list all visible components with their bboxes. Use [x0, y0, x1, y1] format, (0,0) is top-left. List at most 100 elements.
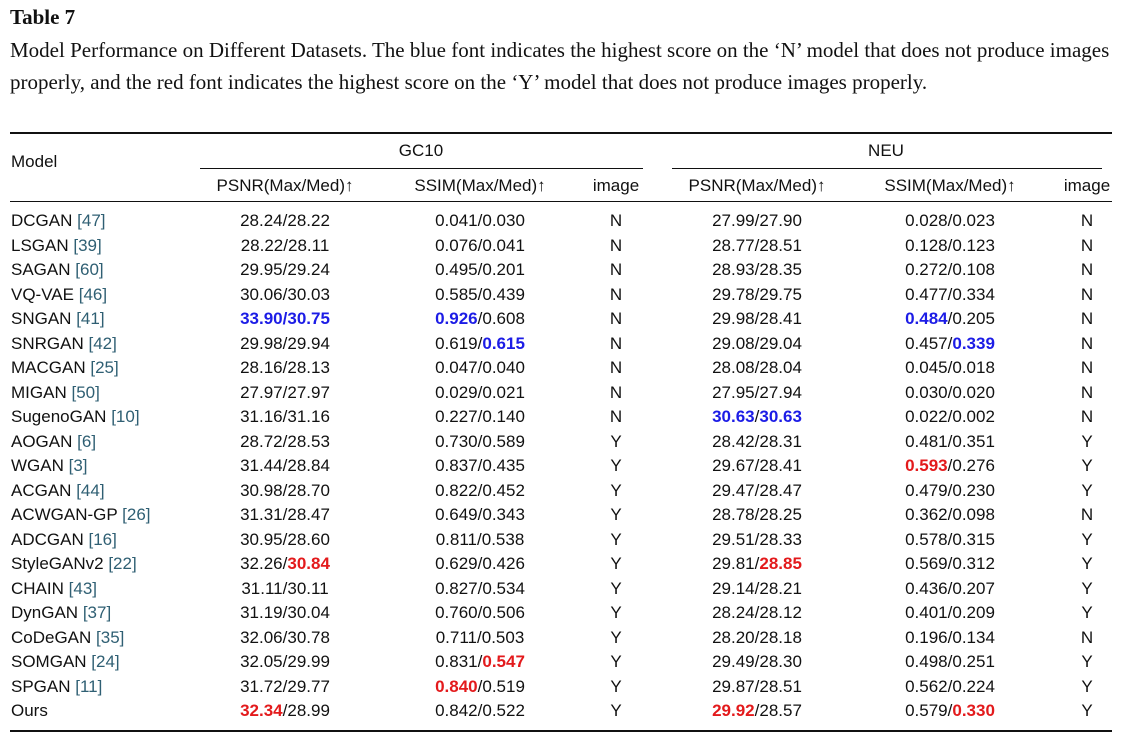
cell: N: [1081, 236, 1093, 256]
model-name: StyleGANv2: [11, 554, 104, 573]
model-name: CHAIN: [11, 578, 64, 598]
cell-text: /: [282, 431, 288, 451]
cell: 0.362/0.098: [905, 505, 995, 525]
cell-text: 0.251: [952, 652, 995, 671]
model-name: Ours: [11, 701, 48, 720]
cell-text: 28.22: [287, 211, 330, 230]
highlight-text: 0.615: [482, 333, 525, 353]
cell-text: /: [477, 701, 483, 720]
cell-text: 0.362: [905, 505, 948, 524]
cell-text: N: [609, 211, 623, 230]
cell-text: 29.47: [712, 480, 755, 500]
cell-text: 0.030: [905, 382, 948, 402]
cell-text: 27.99: [712, 211, 755, 230]
cell: 29.98/29.94: [240, 334, 330, 354]
cell-text: /: [477, 407, 483, 426]
cell: N: [610, 309, 622, 329]
cell-text: /: [477, 627, 482, 647]
cell-text: 28.08: [712, 358, 755, 377]
highlight-text: 29.92: [712, 701, 755, 720]
model-cell: SPGAN [11]: [11, 677, 102, 697]
reference: [26]: [122, 505, 151, 524]
cell-text: 0.022: [905, 407, 948, 426]
cell-text: /: [754, 407, 760, 426]
cell: N: [1081, 334, 1093, 354]
cell-text: 27.97: [287, 382, 330, 402]
cell-text: 29.95: [240, 260, 283, 279]
cell-text: 0.730: [435, 431, 478, 451]
cell-text: /: [754, 431, 760, 451]
cell: 30.63/30.63: [712, 407, 802, 427]
cell-text: /: [477, 382, 483, 402]
cell-text: 28.51: [759, 676, 802, 696]
column-header: PSNR(Max/Med)↑: [216, 176, 354, 195]
highlight-text: 0.926: [435, 309, 478, 328]
cell-text: 27.94: [759, 382, 802, 402]
cell-text: 0.224: [952, 676, 995, 696]
cell: N: [610, 285, 622, 305]
cell-text: 28.72: [240, 431, 283, 451]
cell: 0.436/0.207: [905, 579, 995, 599]
cell-text: 0.436: [905, 578, 948, 598]
cell-text: Y: [1081, 431, 1093, 451]
cell-text: /: [282, 554, 288, 573]
cell-text: 0.041: [435, 211, 478, 230]
cell: Y: [1081, 579, 1092, 599]
cell-text: /: [477, 358, 483, 377]
cell: 0.047/0.040: [435, 358, 525, 378]
cell-text: 29.49: [712, 652, 755, 671]
group-rule: [672, 168, 1102, 169]
cell-text: /: [754, 333, 760, 353]
reference: [24]: [91, 652, 120, 671]
cell: Y: [1081, 530, 1092, 550]
cell-text: 0.608: [482, 309, 525, 328]
cell-text: Y: [610, 456, 622, 475]
cell-text: /: [754, 456, 760, 475]
model-cell: ACWGAN-GP [26]: [11, 505, 151, 525]
model-cell: VQ-VAE [46]: [11, 285, 107, 305]
cell: Y: [610, 530, 621, 550]
cell-text: 0.312: [952, 554, 995, 573]
cell: 28.77/28.51: [712, 236, 802, 256]
cell: 31.19/30.04: [240, 603, 330, 623]
cell-text: 0.842: [435, 701, 478, 720]
cell: 0.479/0.230: [905, 481, 995, 501]
cell-text: 0.562: [905, 676, 948, 696]
cell: 0.457/0.339: [905, 334, 995, 354]
cell-text: /: [477, 456, 483, 475]
reference: [47]: [77, 211, 106, 230]
model-name: SNGAN: [11, 309, 72, 328]
cell-text: 0.276: [952, 456, 995, 475]
model-name: DCGAN: [11, 211, 73, 230]
cell: 28.93/28.35: [712, 260, 802, 280]
cell-text: 28.41: [759, 456, 802, 475]
cell: Y: [1081, 554, 1092, 574]
cell-text: 31.11: [241, 578, 283, 598]
cell: 0.619/0.615: [435, 334, 525, 354]
cell-text: 30.11: [287, 578, 329, 598]
reference: [3]: [68, 456, 88, 475]
cell-text: 28.16: [240, 358, 283, 377]
cell-text: /: [754, 480, 760, 500]
reference: [43]: [68, 578, 97, 598]
cell: 30.98/28.70: [240, 481, 330, 501]
cell-text: 28.41: [759, 309, 802, 328]
cell-text: 29.75: [759, 284, 802, 304]
reference: [41]: [76, 309, 105, 328]
cell-text: 0.205: [952, 309, 995, 328]
model-cell: StyleGANv2 [22]: [11, 554, 137, 574]
cell: N: [1081, 407, 1093, 427]
cell: 28.72/28.53: [240, 432, 330, 452]
highlight-text: 30.84: [287, 554, 330, 573]
model-name: SAGAN: [11, 260, 71, 279]
cell: 0.028/0.023: [905, 211, 995, 231]
cell-text: 32.05: [240, 652, 283, 671]
cell-text: 0.619: [435, 333, 478, 353]
cell-text: /: [947, 505, 953, 524]
cell-text: 0.522: [482, 701, 525, 720]
cell-text: 30.78: [287, 627, 330, 647]
cell: N: [1081, 383, 1093, 403]
model-name: SNRGAN: [11, 333, 84, 353]
cell-text: /: [947, 529, 953, 549]
cell-text: 28.57: [759, 701, 802, 720]
